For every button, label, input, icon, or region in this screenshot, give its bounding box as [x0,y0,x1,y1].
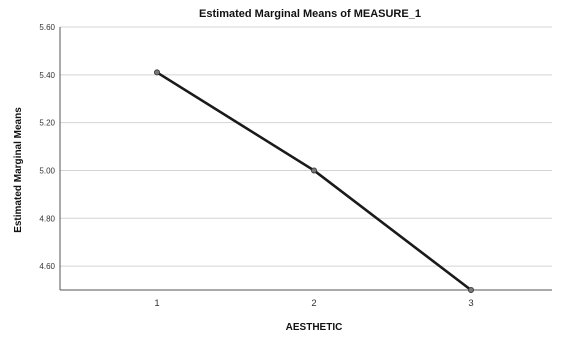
y-tick-label: 5.20 [39,119,55,128]
x-axis-label: AESTHETIC [286,322,343,333]
x-tick-label: 3 [468,298,473,309]
x-tick-label: 2 [311,298,316,309]
gridlines [60,26,552,267]
y-tick-label: 5.60 [39,23,55,32]
data-point [467,286,474,293]
series-line [155,71,473,292]
series [153,69,474,293]
y-tick-labels: 4.60 4.80 5.00 5.20 5.40 5.60 [39,23,55,271]
chart-title: Estimated Marginal Means of MEASURE_1 [199,8,421,20]
data-point [153,69,160,76]
y-tick-label: 4.80 [39,214,55,223]
y-tick-label: 5.00 [39,166,55,175]
y-axis-label: Estimated Marginal Means [13,107,24,233]
data-point [310,167,317,174]
axes [59,27,552,291]
y-tick-label: 5.40 [39,71,55,80]
x-tick-label: 1 [154,298,159,309]
x-tick-labels: 1 2 3 [154,298,473,309]
y-tick-label: 4.60 [39,262,55,271]
